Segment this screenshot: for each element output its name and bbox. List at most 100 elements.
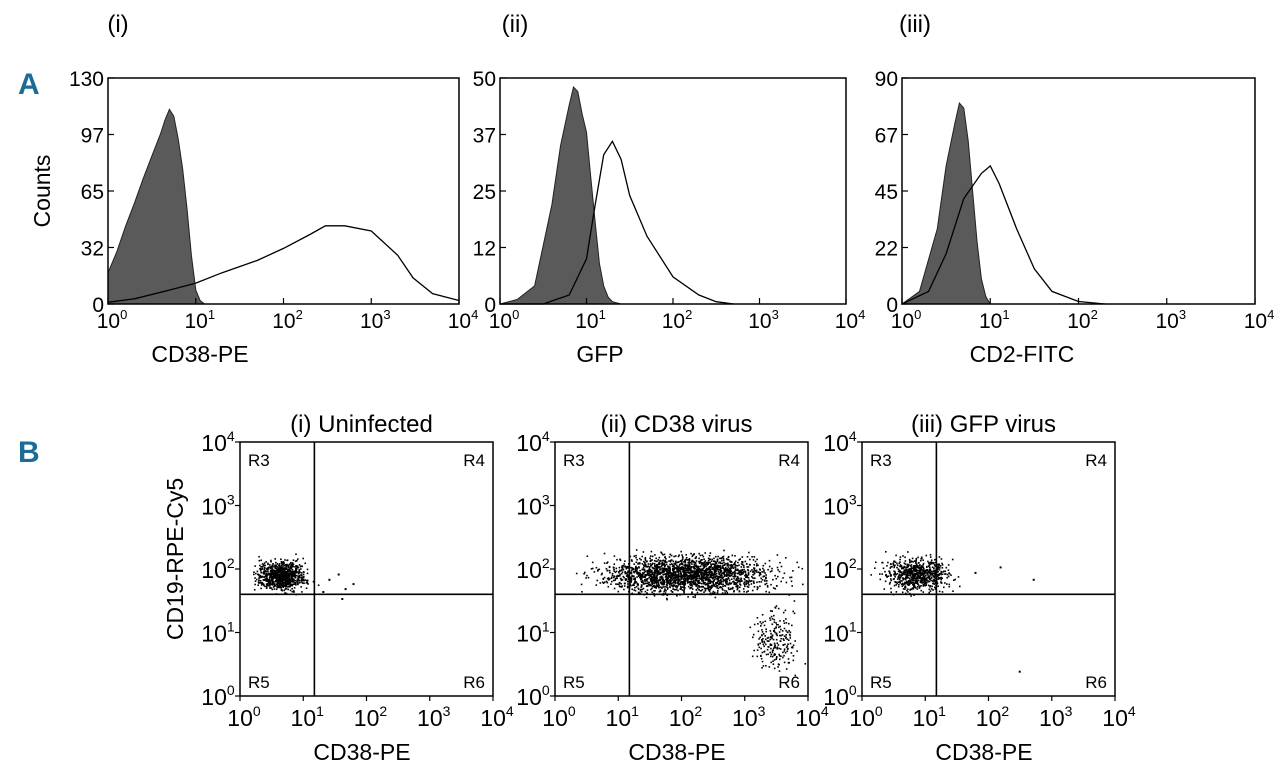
scatter-point — [587, 576, 590, 579]
scatter-point — [267, 562, 269, 565]
scatter-point — [684, 567, 687, 570]
scatter-point — [659, 568, 661, 571]
scatter-point — [255, 572, 257, 575]
scatter-point — [713, 563, 715, 566]
scatter-point — [291, 565, 293, 567]
scatter-point — [267, 572, 270, 575]
scatter-point — [272, 575, 274, 578]
scatter-point — [939, 573, 941, 575]
scatter-point — [702, 586, 704, 588]
scatter-point — [779, 648, 782, 650]
scatter-point — [910, 576, 913, 579]
scatter-point — [704, 560, 707, 562]
scatter-point — [616, 583, 619, 585]
scatter-point — [674, 572, 677, 574]
scatter-point — [899, 570, 901, 572]
scatter-point — [902, 584, 904, 586]
scatter-point — [649, 573, 652, 576]
scatter-point — [906, 566, 908, 569]
scatter-point — [944, 582, 946, 584]
scatter-point — [704, 584, 707, 586]
scatter-point — [918, 570, 921, 572]
scatter-point — [774, 574, 776, 577]
scatter-point — [634, 577, 637, 579]
scatter-point — [693, 567, 696, 570]
y-tick-label: 104 — [823, 428, 857, 456]
scatter-point — [298, 571, 300, 574]
scatter-point — [670, 584, 673, 586]
scatter-point — [627, 571, 629, 574]
scatter-point — [896, 566, 898, 569]
scatter-point — [294, 579, 297, 582]
y-tick-label: 90 — [875, 68, 898, 91]
scatter-point — [649, 555, 652, 557]
scatter-point — [272, 586, 275, 588]
scatter-point — [701, 588, 704, 591]
scatter-point — [303, 582, 305, 585]
scatter-point — [634, 578, 636, 581]
scatter-point — [753, 582, 755, 584]
scatter-point — [630, 566, 632, 569]
scatter-point — [729, 588, 732, 591]
scatter-point — [783, 661, 786, 664]
scatter-point — [634, 581, 636, 583]
scatter-point — [270, 582, 272, 584]
scatter-point — [701, 585, 704, 588]
scatter-point — [264, 578, 267, 581]
scatter-point — [740, 578, 742, 581]
scatter-point — [643, 568, 646, 571]
scatter-point — [672, 577, 675, 580]
scatter-point — [912, 569, 915, 572]
scatter-point — [928, 563, 931, 566]
scatter-point — [903, 573, 905, 576]
scatter-point — [664, 581, 666, 583]
scatter-point — [742, 588, 745, 590]
scatter-point — [716, 564, 719, 567]
scatter-point — [746, 576, 748, 579]
y-tick-label: 100 — [516, 682, 550, 710]
scatter-point — [936, 573, 939, 576]
scatter-point — [683, 586, 685, 589]
scatter-point — [695, 589, 698, 591]
scatter-point — [287, 566, 289, 569]
scatter-point — [254, 583, 256, 586]
scatter-point — [733, 590, 735, 593]
scatter-point — [673, 574, 676, 577]
scatter-point — [909, 574, 911, 577]
scatter-point — [912, 584, 915, 586]
scatter-point — [882, 567, 885, 570]
scatter-point — [753, 623, 756, 626]
scatter-point — [284, 580, 287, 582]
scatter-point — [624, 582, 626, 585]
scatter-point — [653, 559, 656, 562]
scatter-point — [758, 574, 761, 577]
scatter-point — [911, 567, 913, 570]
scatter-point — [707, 587, 710, 590]
scatter-point — [658, 562, 660, 564]
scatter-point — [270, 578, 273, 581]
scatter-point — [933, 583, 936, 585]
scatter-point — [286, 563, 288, 566]
scatter-point — [618, 581, 621, 584]
scatter-point — [298, 579, 301, 582]
scatter-point — [705, 563, 708, 565]
scatter-point — [889, 581, 891, 584]
scatter-point — [929, 569, 931, 571]
scatter-point — [279, 579, 282, 582]
scatter-point — [774, 644, 776, 646]
scatter-point — [874, 567, 876, 569]
scatter-point — [288, 577, 290, 579]
scatter-point — [274, 576, 276, 579]
scatter-point — [691, 561, 694, 563]
scatter-point — [927, 576, 930, 579]
scatter-point — [276, 567, 278, 570]
scatter-point — [715, 575, 717, 578]
scatter-point — [804, 663, 807, 665]
scatter-point — [906, 580, 908, 583]
scatter-point — [708, 588, 711, 590]
scatter-point — [914, 575, 916, 578]
scatter-point — [285, 574, 287, 577]
scatter-point — [916, 573, 919, 575]
x-tick-label: 101 — [979, 307, 1010, 333]
